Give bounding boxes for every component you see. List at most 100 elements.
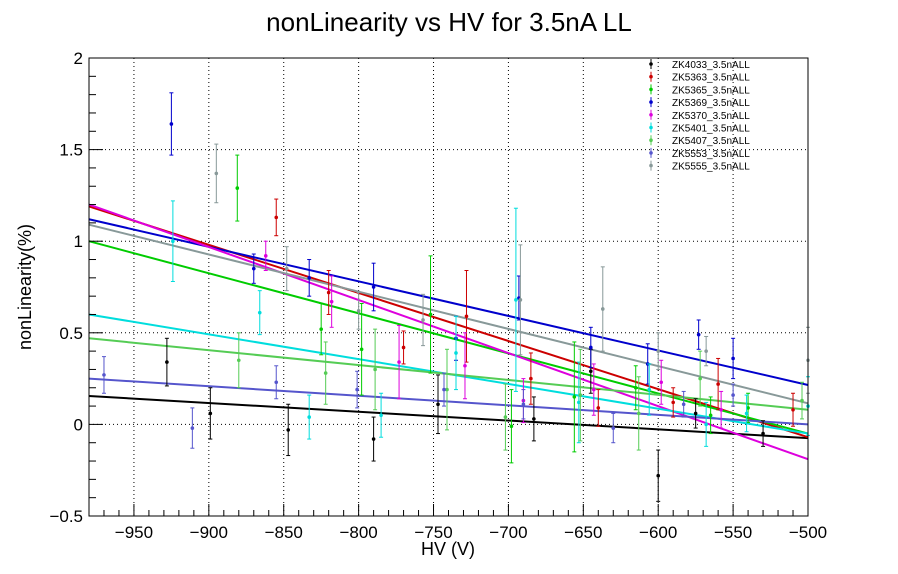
y-tick-label: −0.5 [49, 507, 83, 526]
data-point [319, 327, 323, 331]
data-point [744, 411, 749, 416]
data-point [463, 363, 467, 368]
data-point [397, 360, 401, 364]
data-point [591, 387, 596, 392]
data-point [307, 415, 311, 419]
data-point [698, 376, 702, 381]
data-point [578, 393, 583, 397]
data-point [401, 345, 406, 350]
y-tick-label: 1.5 [59, 141, 83, 160]
legend-label: ZK5553_3.5nALL [672, 149, 750, 160]
data-point [503, 415, 508, 419]
data-point [589, 345, 593, 350]
fit-line [88, 377, 809, 426]
data-point [800, 398, 804, 403]
data-point [274, 215, 279, 220]
data-point [454, 351, 458, 355]
y-tick-label: 0.5 [59, 324, 83, 343]
x-tick-label: −600 [639, 523, 677, 542]
data-point [532, 417, 536, 421]
legend-marker [649, 62, 653, 66]
data-point [169, 122, 174, 126]
data-point [731, 356, 735, 361]
data-point [251, 266, 256, 271]
data-point [274, 380, 279, 385]
y-axis: −0.5 0 0.5 1 1.5 2 [49, 49, 103, 526]
y-tick-label: 1 [74, 232, 83, 251]
legend-marker [649, 113, 653, 117]
fit-lines [88, 203, 809, 461]
data-point [611, 426, 616, 430]
legend-marker [649, 151, 653, 155]
fit-line [88, 337, 809, 411]
data-point [214, 171, 219, 176]
data-point [716, 382, 720, 386]
legend-label: ZK5401_3.5nALL [672, 124, 750, 135]
x-tick-label: −900 [190, 523, 228, 542]
data-point [731, 393, 735, 397]
data-point [356, 309, 361, 313]
data-point [373, 367, 377, 372]
data-point [208, 411, 213, 416]
data-point [436, 402, 440, 407]
data-point [371, 437, 376, 441]
data-point [696, 332, 701, 337]
data-point [761, 431, 765, 436]
data-point [102, 373, 106, 377]
data-point [708, 413, 713, 418]
data-point [359, 347, 364, 352]
y-axis-label: nonLinearity(%) [15, 224, 35, 350]
legend-label: ZK5370_3.5nALL [672, 111, 750, 122]
legend-marker [649, 74, 653, 79]
data-point [681, 402, 686, 407]
data-point [671, 400, 675, 405]
data-point [647, 387, 652, 392]
legend: ZK4033_3.5nALL ZK5363_3.5nALLZK5365_3.5nA… [649, 59, 750, 173]
data-points [101, 92, 810, 502]
data-point [165, 360, 169, 364]
data-point [379, 413, 383, 418]
legend-marker [649, 163, 653, 168]
y-tick-label: 2 [74, 49, 83, 68]
data-point [704, 422, 708, 427]
legend-label: ZK5555_3.5nALL [672, 162, 750, 173]
data-point [464, 314, 469, 319]
data-point [355, 387, 359, 392]
x-axis-label: HV (V) [421, 539, 475, 559]
data-point [171, 239, 175, 243]
data-point [791, 407, 795, 412]
data-point [371, 285, 376, 289]
data-point [257, 310, 262, 315]
data-point [509, 424, 514, 429]
data-point [704, 349, 708, 353]
data-point [693, 411, 698, 416]
data-point [577, 400, 581, 405]
data-point [235, 186, 240, 190]
data-point [284, 266, 289, 271]
x-tick-label: −850 [265, 523, 303, 542]
data-point [236, 358, 241, 363]
data-point [442, 387, 446, 392]
data-point [421, 318, 425, 322]
x-tick-label: −950 [115, 523, 153, 542]
legend-label: ZK5369_3.5nALL [672, 98, 750, 109]
data-point [428, 312, 433, 317]
legend-label: ZK5407_3.5nALL [672, 136, 750, 147]
data-point [596, 406, 601, 410]
data-point [656, 473, 661, 478]
data-point [514, 298, 518, 302]
legend-marker [649, 138, 653, 142]
data-point [329, 299, 334, 304]
data-point [307, 276, 311, 280]
x-tick-label: −800 [339, 523, 377, 542]
data-point [529, 376, 533, 381]
data-point [659, 380, 664, 385]
data-point [633, 385, 638, 390]
data-point [746, 406, 750, 410]
data-point [589, 369, 593, 374]
data-point [286, 428, 291, 432]
chart-title: nonLinearity vs HV for 3.5nA LL [266, 7, 632, 37]
data-point [521, 402, 526, 407]
data-point [719, 407, 723, 412]
